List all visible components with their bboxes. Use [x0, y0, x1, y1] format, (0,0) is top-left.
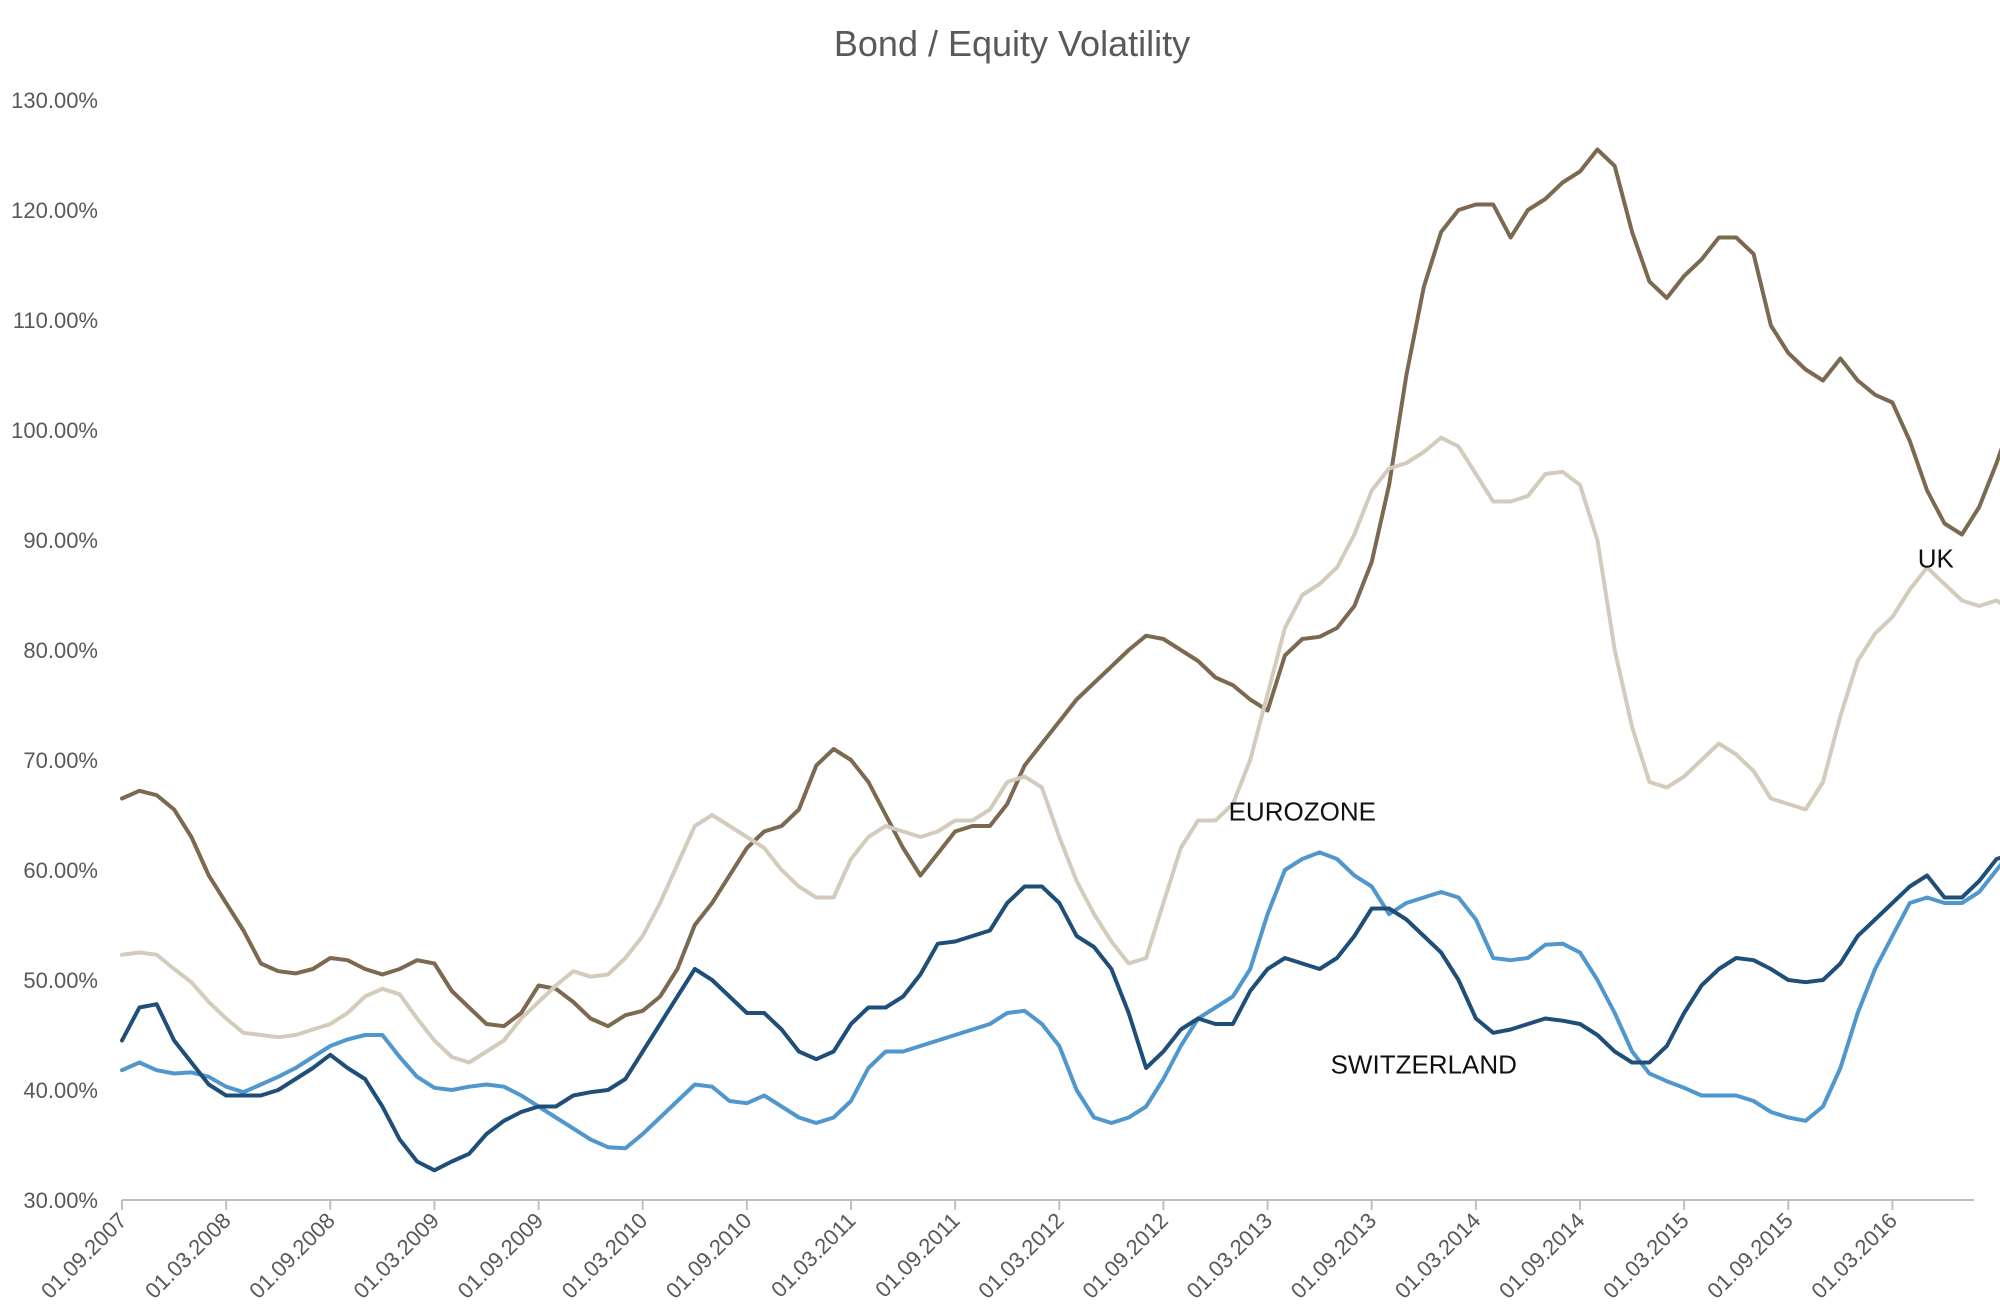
- series-line-eurozone: [120, 850, 2000, 1151]
- x-tick-label: 01.03.2015: [1598, 1208, 1694, 1304]
- y-tick-label: 60.00%: [23, 858, 98, 883]
- x-tick-label: 01.09.2011: [870, 1208, 964, 1302]
- x-tick-label: 01.09.2008: [244, 1208, 340, 1304]
- y-tick-label: 30.00%: [23, 1188, 98, 1213]
- x-tick-label: 01.09.2009: [453, 1208, 549, 1304]
- x-tick-label: 01.03.2013: [1182, 1208, 1278, 1304]
- series-label-eurozone: EUROZONE: [1229, 797, 1376, 827]
- series-lines: [120, 147, 2000, 1173]
- y-tick-label: 100.00%: [11, 418, 98, 443]
- x-tick-label: 01.09.2007: [36, 1208, 132, 1304]
- x-tick-label: 01.09.2013: [1286, 1208, 1382, 1304]
- y-axis-ticks: 30.00% 40.00% 50.00% 60.00% 70.00% 80.00% 90.0…: [11, 88, 98, 1213]
- series-line-us: [120, 147, 2000, 1029]
- x-tick-label: 01.09.2010: [661, 1208, 757, 1304]
- y-tick-label: 130.00%: [11, 88, 98, 113]
- x-tick-label: 01.03.2009: [348, 1208, 444, 1304]
- y-tick-label: 110.00%: [13, 308, 98, 333]
- chart-title: Bond / Equity Volatility: [834, 23, 1190, 64]
- x-tick-label: 01.03.2011: [766, 1208, 860, 1302]
- x-axis: 01.09.2007 01.03.2008 01.09.2008 01.03.2009…: [36, 1199, 1974, 1304]
- x-tick-label: 01.03.2010: [557, 1208, 653, 1304]
- y-tick-label: 40.00%: [23, 1078, 98, 1103]
- series-label-uk: UK: [1918, 544, 1955, 574]
- y-tick-label: 70.00%: [23, 748, 98, 773]
- y-tick-label: 90.00%: [23, 528, 98, 553]
- y-tick-label: 120.00%: [11, 198, 98, 223]
- x-tick-label: 01.09.2014: [1494, 1208, 1590, 1304]
- series-line-uk: [120, 435, 2000, 1065]
- y-tick-label: 50.00%: [23, 968, 98, 993]
- x-tick-label: 01.03.2012: [973, 1208, 1069, 1304]
- x-tick-label: 01.03.2014: [1390, 1208, 1486, 1304]
- series-labels: USUKEUROZONESWITZERLAND: [1229, 544, 1955, 1080]
- series-line-switzerland: [120, 855, 2000, 1173]
- x-tick-label: 01.03.2016: [1806, 1208, 1902, 1304]
- x-tick-label: 01.03.2008: [140, 1208, 236, 1304]
- y-tick-label: 80.00%: [23, 638, 98, 663]
- x-tick-label: 01.09.2012: [1077, 1208, 1173, 1304]
- series-label-switzerland: SWITZERLAND: [1331, 1050, 1517, 1080]
- x-tick-label: 01.09.2015: [1702, 1208, 1798, 1304]
